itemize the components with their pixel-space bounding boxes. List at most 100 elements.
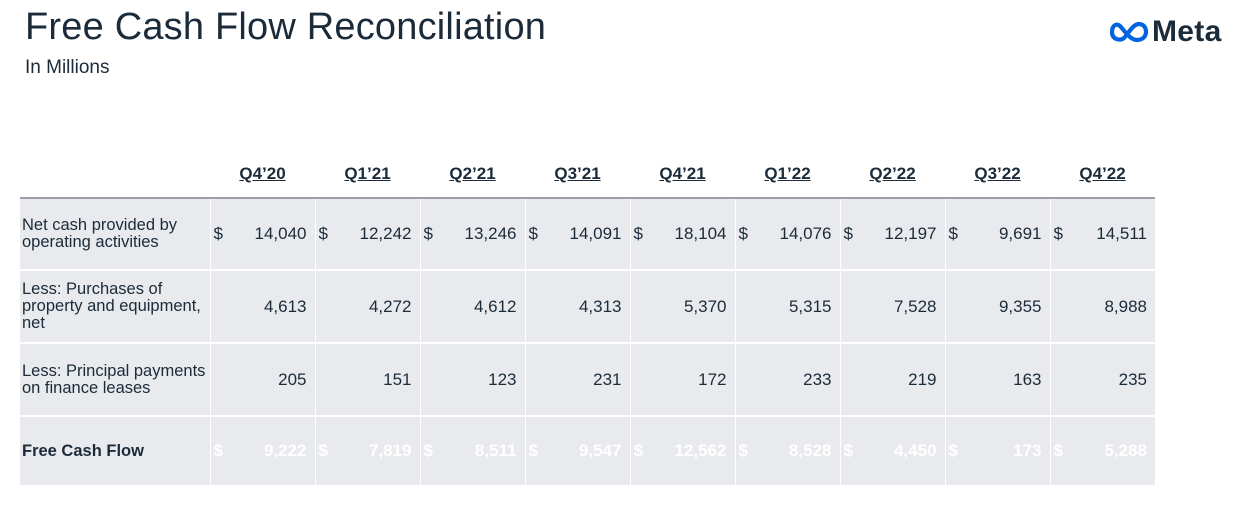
dollar-sign <box>420 270 438 344</box>
column-header: Q2’22 <box>840 140 945 199</box>
dollar-sign: $ <box>1050 198 1068 271</box>
value-cell: 151 <box>333 343 421 417</box>
dollar-sign: $ <box>735 198 753 271</box>
value-cell: 9,355 <box>963 270 1051 344</box>
dollar-sign: $ <box>630 416 648 487</box>
column-header-label: Q2’21 <box>449 164 496 183</box>
dollar-sign <box>315 270 333 344</box>
value-cell: 7,819 <box>333 416 421 487</box>
dollar-sign <box>735 270 753 344</box>
column-header: Q4’22 <box>1050 140 1155 199</box>
dollar-sign <box>840 343 858 417</box>
column-header-label: Q3’21 <box>554 164 601 183</box>
table-row: Free Cash Flow $9,222 $7,819 $8,511 $9,547 $1… <box>20 416 1155 487</box>
page-title: Free Cash Flow Reconciliation <box>25 6 547 48</box>
value-cell: 4,612 <box>438 270 526 344</box>
value-cell: 4,450 <box>858 416 946 487</box>
free-cash-flow-table: Q4’20 Q1’21 Q2’21 Q3’21 Q4’21 Q1’22 Q2’22 Q3’22… <box>20 140 1155 487</box>
table-row: Net cash provided by operating activitie… <box>20 198 1155 271</box>
value-cell: 8,511 <box>438 416 526 487</box>
column-header-label: Q3’22 <box>974 164 1021 183</box>
value-cell: 8,528 <box>753 416 841 487</box>
value-cell: 12,242 <box>333 198 421 271</box>
dollar-sign <box>1050 343 1068 417</box>
dollar-sign <box>420 343 438 417</box>
value-cell: 4,313 <box>543 270 631 344</box>
dollar-sign <box>945 270 963 344</box>
dollar-sign: $ <box>525 198 543 271</box>
row-label: Less: Purchases of property and equipmen… <box>20 270 211 344</box>
value-cell: 8,988 <box>1068 270 1155 344</box>
value-cell: 13,246 <box>438 198 526 271</box>
row-label: Net cash provided by operating activitie… <box>20 198 211 271</box>
value-cell: 172 <box>648 343 736 417</box>
row-label: Free Cash Flow <box>20 416 211 487</box>
value-cell: 235 <box>1068 343 1155 417</box>
value-cell: 14,040 <box>228 198 316 271</box>
dollar-sign <box>210 270 228 344</box>
dollar-sign: $ <box>945 416 963 487</box>
value-cell: 173 <box>963 416 1051 487</box>
value-cell: 123 <box>438 343 526 417</box>
dollar-sign: $ <box>210 198 228 271</box>
value-cell: 18,104 <box>648 198 736 271</box>
meta-infinity-icon <box>1109 21 1149 43</box>
header-blank-cell <box>20 140 210 199</box>
column-header: Q4’21 <box>630 140 735 199</box>
dollar-sign <box>315 343 333 417</box>
dollar-sign <box>945 343 963 417</box>
dollar-sign <box>630 343 648 417</box>
dollar-sign: $ <box>315 416 333 487</box>
page-subtitle: In Millions <box>25 57 110 78</box>
value-cell: 205 <box>228 343 316 417</box>
dollar-sign <box>210 343 228 417</box>
value-cell: 9,691 <box>963 198 1051 271</box>
value-cell: 5,315 <box>753 270 841 344</box>
value-cell: 163 <box>963 343 1051 417</box>
dollar-sign: $ <box>525 416 543 487</box>
dollar-sign <box>525 270 543 344</box>
dollar-sign: $ <box>1050 416 1068 487</box>
column-header: Q3’21 <box>525 140 630 199</box>
header-row: Q4’20 Q1’21 Q2’21 Q3’21 Q4’21 Q1’22 Q2’22 Q3’22… <box>20 140 1155 199</box>
value-cell: 7,528 <box>858 270 946 344</box>
value-cell: 219 <box>858 343 946 417</box>
column-header: Q2’21 <box>420 140 525 199</box>
column-header-label: Q2’22 <box>869 164 916 183</box>
column-header-label: Q4’21 <box>659 164 706 183</box>
column-header: Q1’21 <box>315 140 420 199</box>
value-cell: 231 <box>543 343 631 417</box>
dollar-sign: $ <box>840 416 858 487</box>
value-cell: 12,197 <box>858 198 946 271</box>
dollar-sign: $ <box>630 198 648 271</box>
dollar-sign: $ <box>420 416 438 487</box>
dollar-sign: $ <box>315 198 333 271</box>
dollar-sign: $ <box>420 198 438 271</box>
column-header-label: Q4’20 <box>239 164 286 183</box>
row-label: Less: Principal payments on finance leas… <box>20 343 211 417</box>
value-cell: 9,547 <box>543 416 631 487</box>
column-header: Q1’22 <box>735 140 840 199</box>
value-cell: 9,222 <box>228 416 316 487</box>
column-header-label: Q1’22 <box>764 164 811 183</box>
dollar-sign <box>525 343 543 417</box>
value-cell: 12,562 <box>648 416 736 487</box>
dollar-sign: $ <box>735 416 753 487</box>
meta-logo: Meta <box>1108 14 1222 50</box>
dollar-sign <box>1050 270 1068 344</box>
dollar-sign: $ <box>945 198 963 271</box>
table-row: Less: Principal payments on finance leas… <box>20 343 1155 417</box>
column-header-label: Q1’21 <box>344 164 391 183</box>
dollar-sign: $ <box>210 416 228 487</box>
value-cell: 5,370 <box>648 270 736 344</box>
value-cell: 14,076 <box>753 198 841 271</box>
value-cell: 4,272 <box>333 270 421 344</box>
dollar-sign <box>735 343 753 417</box>
value-cell: 4,613 <box>228 270 316 344</box>
value-cell: 233 <box>753 343 841 417</box>
value-cell: 5,288 <box>1068 416 1155 487</box>
dollar-sign: $ <box>840 198 858 271</box>
value-cell: 14,091 <box>543 198 631 271</box>
column-header: Q3’22 <box>945 140 1050 199</box>
dollar-sign <box>630 270 648 344</box>
